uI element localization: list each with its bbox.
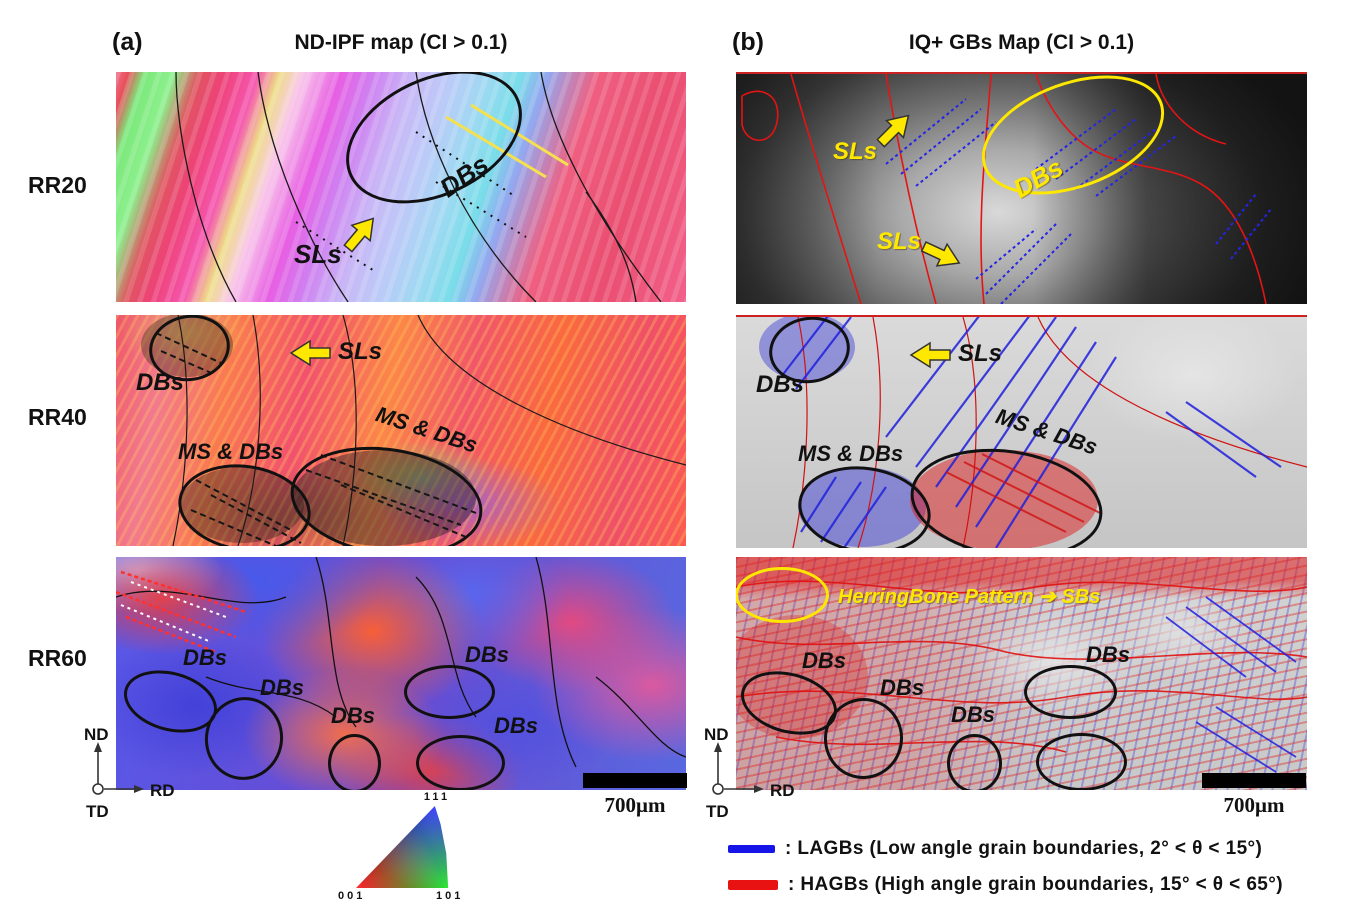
dbs-label: DBs (756, 371, 805, 398)
grain-boundaries-overlay (116, 557, 686, 768)
dbs-ellipse-annotation (328, 734, 381, 790)
panel-b-title: IQ+ GBs Map (CI > 0.1) (908, 31, 1135, 54)
td-axis-label: TD (86, 802, 109, 821)
sls-arrow-icon (909, 341, 951, 369)
panel-b-tag: (b) (732, 28, 764, 56)
map-iq-gbs-rr20: DBs SLs SLs (736, 72, 1307, 304)
rd-axis-label: RD (150, 781, 175, 800)
legend-row-hagb: : HAGBs (High angle grain boundaries, 15… (728, 874, 1283, 896)
hagb-color-swatch (728, 880, 778, 890)
coordinate-axes-a: ND RD TD (84, 725, 175, 821)
map-nd-ipf-rr60: DBs DBs DBs DBs DBs (116, 557, 686, 790)
lagb-color-swatch (728, 845, 775, 853)
dbs-label: DBs (494, 713, 539, 738)
grain-boundaries-overlay (759, 317, 1307, 548)
grain-boundaries-overlay (736, 580, 1307, 773)
scale-bar-b-label: 700μm (1223, 793, 1285, 817)
ipf-color-triangle (356, 806, 449, 888)
scale-bar-b (1202, 773, 1306, 788)
grain-boundaries-overlay (741, 74, 1272, 304)
dbs-ellipse-annotation (1024, 665, 1117, 719)
dbs-label: DBs (465, 642, 510, 667)
grain-boundaries-overlay (141, 315, 686, 546)
dbs-ellipse-annotation (416, 735, 505, 790)
herringbone-label: HerringBone Pattern ➔ SBs (838, 586, 1101, 608)
panel-a-tag: (a) (112, 28, 143, 56)
sls-label: SLs (877, 228, 922, 255)
panel-a-title: ND-IPF map (CI > 0.1) (294, 31, 508, 54)
lagb-legend-text: : LAGBs (Low angle grain boundaries, 2° … (785, 838, 1263, 859)
sls-label: SLs (958, 340, 1003, 367)
dbs-label: DBs (951, 702, 996, 727)
scale-bar-a-label: 700μm (604, 793, 666, 817)
row-label-rr40: RR40 (28, 404, 87, 430)
row-label-rr60: RR60 (28, 645, 87, 671)
nd-axis-label: ND (84, 725, 109, 744)
sls-label: SLs (833, 138, 878, 165)
sls-arrow-icon (343, 217, 375, 253)
map-iq-gbs-rr40: DBs SLs MS & DBs MS & DBs (736, 315, 1307, 548)
dbs-label: DBs (183, 645, 228, 670)
sls-arrow-icon (920, 241, 961, 267)
ms-dbs-label: MS & DBs (178, 439, 284, 464)
ipf-111-label: 111 (423, 791, 451, 803)
dbs-label: DBs (802, 648, 847, 673)
dbs-label: DBs (880, 675, 925, 700)
dbs-ellipse-annotation (1036, 733, 1127, 790)
dbs-label: DBs (331, 703, 376, 728)
ipf-101-label: 101 (436, 890, 464, 902)
dbs-label: DBs (260, 675, 305, 700)
herringbone-ellipse-annotation (736, 567, 829, 623)
rd-axis-label: RD (770, 781, 795, 800)
legend-row-lagb: : LAGBs (Low angle grain boundaries, 2° … (728, 838, 1262, 860)
map-nd-ipf-rr40: DBs SLs MS & DBs MS & DBs (116, 315, 686, 546)
ms-dbs-label: MS & DBs (798, 441, 904, 466)
map-nd-ipf-rr20: DBs SLs (116, 72, 686, 302)
coordinate-axes-b: ND RD TD (704, 725, 795, 821)
dbs-label: DBs (1086, 642, 1131, 667)
scale-bar-a (583, 773, 687, 788)
ipf-001-label: 001 (338, 890, 366, 902)
sls-arrow-icon (289, 339, 331, 367)
map-iq-gbs-rr60: HerringBone Pattern ➔ SBs DBs DBs DBs DB… (736, 557, 1307, 790)
hagb-legend-text: : HAGBs (High angle grain boundaries, 15… (788, 874, 1283, 895)
sls-label: SLs (338, 338, 383, 365)
sls-label: SLs (294, 239, 342, 269)
td-axis-label: TD (706, 802, 729, 821)
dbs-label: DBs (136, 369, 185, 396)
sls-arrow-icon (876, 114, 910, 148)
dbs-ellipse-annotation (404, 665, 495, 719)
nd-axis-label: ND (704, 725, 729, 744)
row-label-rr20: RR20 (28, 172, 87, 198)
grain-boundaries-overlay (175, 72, 662, 302)
dbs-ellipse-annotation (947, 734, 1002, 790)
